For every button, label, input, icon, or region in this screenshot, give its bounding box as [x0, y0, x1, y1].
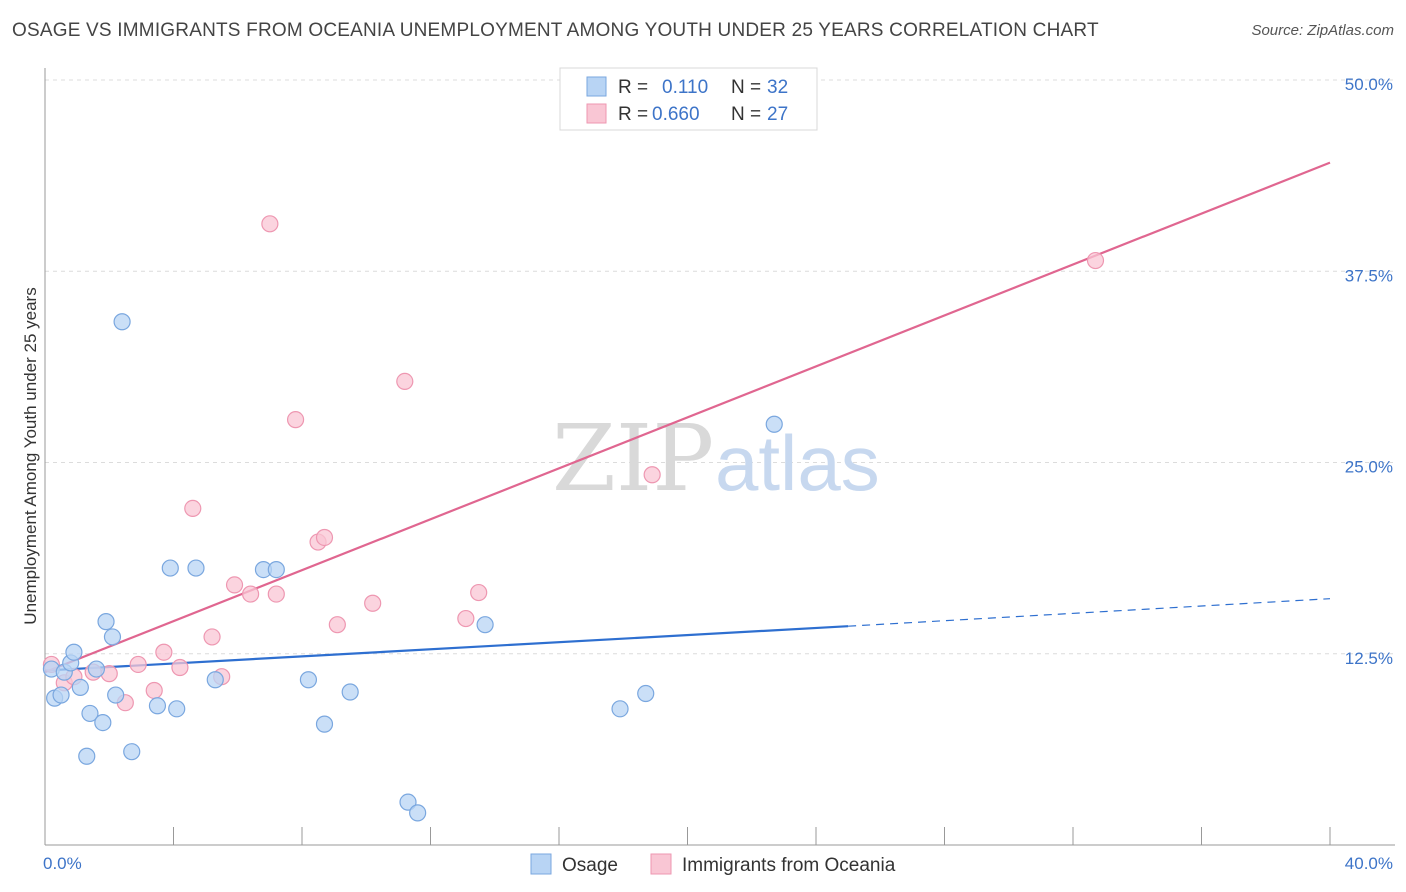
- oceania-point: [184, 499, 202, 517]
- top-legend: R = 0.110 N = 32 R = 0.660 N = 27: [559, 67, 818, 131]
- x-tick-label-left: 0.0%: [43, 854, 82, 873]
- osage-point: [52, 686, 70, 704]
- osage-point: [94, 713, 112, 732]
- osage-point: [399, 793, 417, 811]
- osage-point: [409, 804, 427, 822]
- oceania-point: [470, 583, 488, 602]
- oceania-point: [129, 655, 147, 674]
- oceania-point: [286, 411, 305, 429]
- osage-point: [168, 700, 186, 718]
- osage-point: [476, 616, 494, 634]
- osage-point: [113, 313, 131, 331]
- osage-point: [148, 697, 167, 715]
- y-tick-label: 12.5%: [1345, 649, 1393, 668]
- legend-swatch-oceania: [586, 103, 607, 124]
- oceania-point: [203, 628, 221, 646]
- x-tick-label-right: 40.0%: [1345, 854, 1393, 873]
- legend-n-label-1: N =: [731, 77, 761, 98]
- oceania-point: [225, 576, 244, 594]
- oceania-point: [457, 609, 475, 628]
- legend-r-value-1: 0.110: [662, 77, 708, 98]
- data-points: [42, 215, 1105, 822]
- oceania-point: [315, 528, 334, 547]
- y-axis-title: Unemployment Among Youth under 25 years: [21, 287, 40, 624]
- legend-n-label-2: N =: [731, 104, 761, 125]
- osage-point: [78, 747, 96, 765]
- oceania-point: [261, 215, 279, 233]
- bottom-legend-oceania: Immigrants from Oceania: [682, 855, 896, 876]
- watermark: ZIP atlas: [552, 405, 880, 512]
- y-tick-label: 50.0%: [1345, 75, 1393, 94]
- oceania-point: [155, 643, 173, 661]
- gridlines: [45, 79, 1395, 655]
- osage-point: [187, 559, 205, 577]
- osage-point: [637, 684, 655, 703]
- osage-point: [103, 628, 122, 646]
- bottom-legend: Osage Immigrants from Oceania: [530, 853, 896, 876]
- oceania-point: [364, 594, 382, 612]
- oceania-point: [145, 681, 163, 700]
- oceania-point: [643, 466, 661, 484]
- osage-point: [81, 704, 99, 723]
- watermark-zip: ZIP: [552, 405, 714, 512]
- legend-r-label-2: R =: [618, 104, 648, 125]
- legend-r-label-1: R =: [618, 77, 648, 98]
- osage-point: [315, 715, 334, 733]
- tick-labels: 12.5% 25.0% 37.5% 50.0% 0.0% 40.0%: [43, 75, 1393, 873]
- oceania-point: [242, 585, 260, 603]
- oceania-point: [1086, 251, 1105, 270]
- osage-point: [97, 613, 115, 631]
- y-tick-label: 37.5%: [1345, 266, 1393, 285]
- osage-point: [611, 700, 629, 718]
- oceania-point: [328, 616, 346, 634]
- oceania-point: [396, 372, 414, 391]
- osage-point: [206, 671, 224, 689]
- osage-point: [161, 559, 179, 577]
- osage-point: [71, 678, 89, 697]
- trend-lines: [44, 161, 1331, 674]
- bottom-legend-osage: Osage: [562, 855, 618, 876]
- chart-title: OSAGE VS IMMIGRANTS FROM OCEANIA UNEMPLO…: [12, 20, 1099, 41]
- oceania-point: [267, 585, 285, 603]
- bottom-legend-swatch-oceania: [650, 853, 672, 875]
- oceania-point: [171, 658, 189, 677]
- axes: [44, 68, 1395, 846]
- osage-point: [267, 560, 285, 579]
- bottom-legend-swatch-osage: [530, 853, 552, 875]
- source-label: Source: ZipAtlas.com: [1251, 22, 1394, 39]
- osage-point: [299, 671, 318, 689]
- y-tick-label: 25.0%: [1345, 458, 1393, 477]
- legend-n-value-2: 27: [767, 104, 788, 125]
- osage-point: [123, 743, 141, 761]
- legend-swatch-osage: [586, 76, 607, 97]
- osage-point: [341, 683, 359, 701]
- osage-point: [65, 643, 83, 661]
- watermark-atlas: atlas: [715, 419, 880, 507]
- osage-point: [765, 415, 783, 433]
- osage-trend-extension: [848, 598, 1331, 627]
- oceania-trend-line: [44, 161, 1331, 674]
- osage-point: [107, 686, 125, 704]
- osage-point: [87, 660, 106, 678]
- legend-r-value-2: 0.660: [652, 104, 700, 125]
- legend-n-value-1: 32: [767, 77, 788, 98]
